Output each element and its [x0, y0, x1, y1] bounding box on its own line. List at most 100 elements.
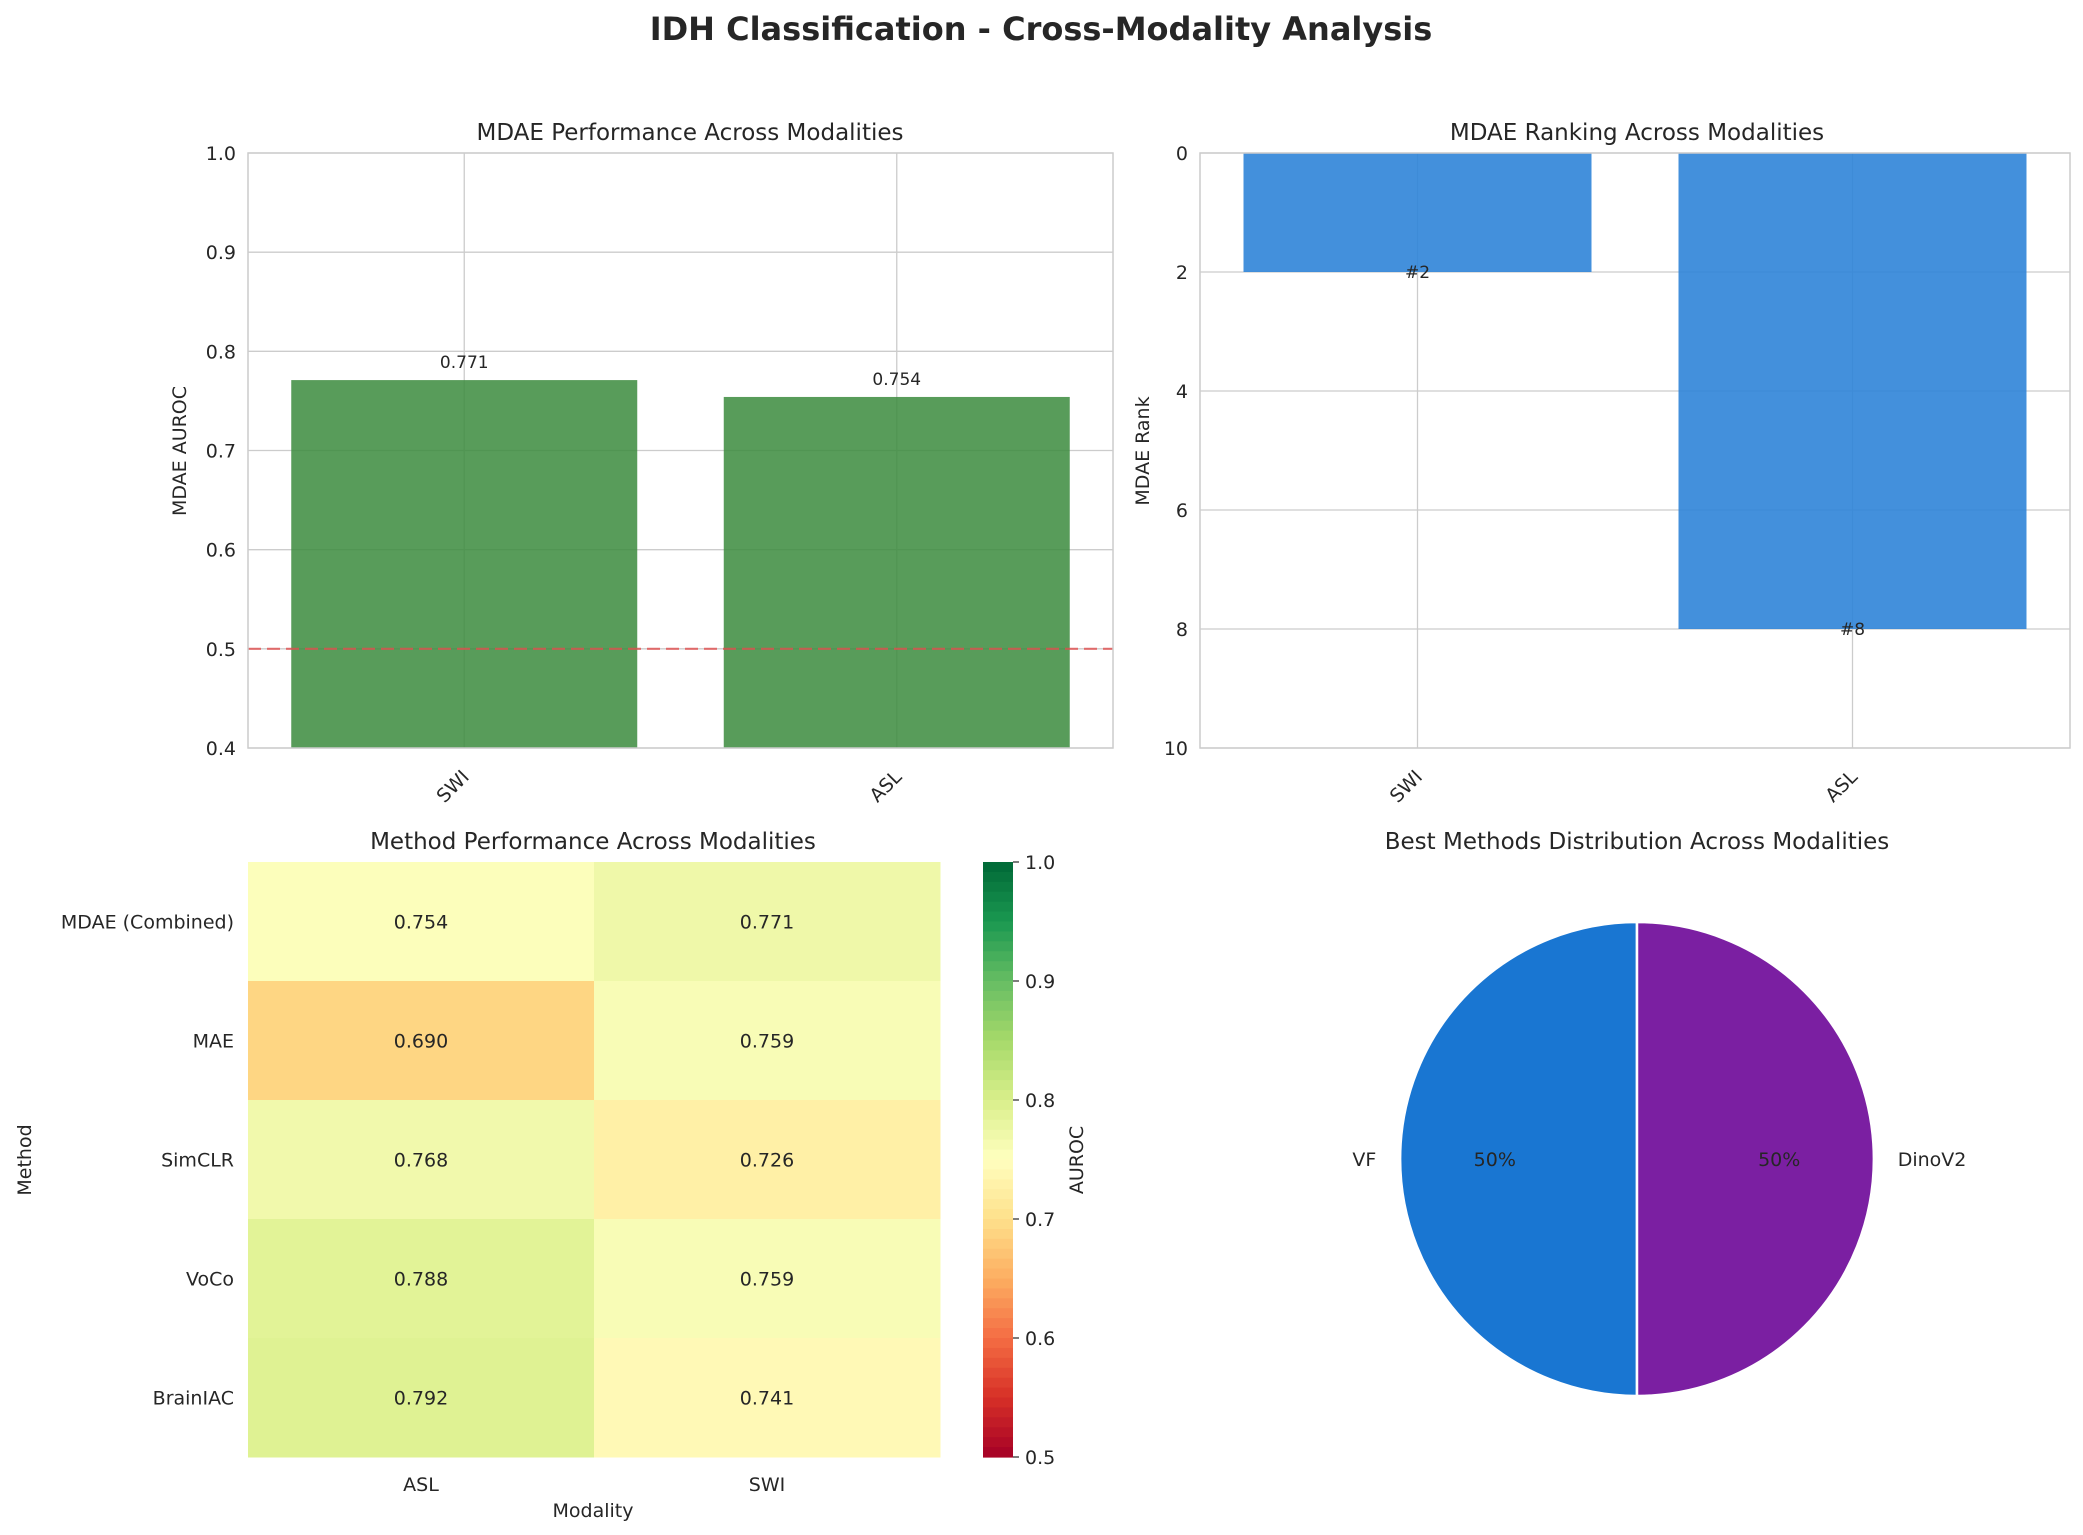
colorbar-segment	[983, 1040, 1013, 1052]
pie-slice	[1635, 920, 1876, 1398]
heatmap-cell	[248, 862, 595, 982]
colorbar-segment	[983, 941, 1013, 952]
y-tick-label: 8	[1176, 619, 1188, 641]
plot-frame	[1199, 152, 2071, 749]
heatmap-cell	[594, 1100, 941, 1220]
bar	[1678, 153, 2027, 629]
colorbar-segment	[983, 990, 1013, 1002]
panel-heatmap-ylabel: Method	[14, 1124, 36, 1195]
colorbar-label: AUROC	[1066, 1126, 1088, 1194]
colorbar-segment	[983, 961, 1013, 972]
colorbar-segment	[983, 1407, 1013, 1418]
colorbar-segment	[983, 1159, 1013, 1171]
colorbar-segment	[983, 1258, 1013, 1270]
heatmap-cell	[248, 1219, 595, 1339]
colorbar-segment	[983, 1179, 1013, 1190]
colorbar-segment	[983, 921, 1013, 933]
colorbar-segment	[983, 1119, 1013, 1131]
colorbar-segment	[983, 1318, 1013, 1329]
colorbar-segment	[983, 1109, 1013, 1121]
y-tick-label: 1.0	[206, 143, 236, 165]
heatmap-cell	[594, 1219, 941, 1339]
x-tick-label: ASL	[1821, 766, 1862, 807]
heatmap-cell	[594, 862, 941, 982]
heatmap-cell-label: 0.690	[394, 1031, 448, 1053]
colorbar-segment	[983, 981, 1013, 992]
colorbar-segment	[983, 1338, 1013, 1349]
colorbar-segment	[983, 1447, 1013, 1458]
y-tick-label: 0.6	[206, 540, 236, 562]
colorbar-segment	[983, 1367, 1013, 1379]
heatmap-cell	[248, 1338, 595, 1458]
y-tick-label: 0.7	[206, 441, 236, 463]
colorbar-segment	[983, 881, 1013, 893]
colorbar-segment	[983, 1169, 1013, 1180]
panel-auroc-bars: MDAE Performance Across Modalities MDAE …	[169, 120, 1114, 807]
colorbar-segment	[983, 951, 1013, 962]
bar-rank-label: #8	[1840, 620, 1865, 640]
y-tick-label: 4	[1176, 381, 1188, 403]
colorbar-segment	[983, 1298, 1013, 1309]
colorbar-segment	[983, 1238, 1013, 1250]
y-tick-label: 0.8	[206, 341, 236, 363]
colorbar-segment	[983, 1030, 1013, 1042]
colorbar-segment	[983, 1417, 1013, 1428]
panel-rank-ylabel: MDAE Rank	[1132, 396, 1154, 505]
colorbar-segment	[983, 1070, 1013, 1081]
heatmap-cell-label: 0.792	[394, 1388, 448, 1410]
colorbar-segment	[983, 1427, 1013, 1438]
bar	[723, 396, 1070, 748]
colorbar-tick-label: 0.8	[1025, 1090, 1055, 1112]
colorbar-segment	[983, 1268, 1013, 1280]
bar	[1243, 153, 1592, 272]
panel-rank-title: MDAE Ranking Across Modalities	[1450, 120, 1824, 146]
colorbar-segment	[983, 1347, 1013, 1359]
colorbar-segment	[983, 1437, 1013, 1448]
colorbar-segment	[983, 862, 1013, 873]
heatmap-row-label: BrainIAC	[153, 1388, 234, 1410]
colorbar-segment	[983, 1308, 1013, 1319]
y-tick-label: 0.5	[206, 639, 236, 661]
bar-value-label: 0.771	[440, 353, 489, 373]
heatmap-cell-label: 0.771	[740, 912, 794, 934]
heatmap-col-label: ASL	[403, 1474, 439, 1496]
pie-slice-label: DinoV2	[1898, 1149, 1967, 1171]
colorbar-tick-label: 1.0	[1025, 852, 1055, 874]
heatmap-cell	[594, 981, 941, 1101]
pie-slice-label: VF	[1352, 1149, 1376, 1171]
panel-rank-bars: MDAE Ranking Across Modalities MDAE Rank…	[1132, 120, 2071, 807]
plot-frame	[247, 152, 1114, 749]
colorbar-segment	[983, 1129, 1013, 1141]
heatmap-row-label: MAE	[193, 1031, 234, 1053]
colorbar-segment	[983, 1228, 1013, 1240]
heatmap-cell-label: 0.768	[394, 1150, 448, 1172]
heatmap-cell-label: 0.754	[394, 912, 448, 934]
colorbar-segment	[983, 901, 1013, 913]
heatmap-cell-label: 0.759	[740, 1269, 794, 1291]
colorbar-tick-label: 0.5	[1025, 1447, 1055, 1469]
heatmap-cell	[248, 1100, 595, 1220]
colorbar-segment	[983, 1209, 1013, 1220]
y-tick-label: 10	[1164, 738, 1188, 760]
panel-heatmap: Method Performance Across Modalities Mod…	[14, 829, 1088, 1522]
colorbar-segment	[983, 971, 1013, 982]
colorbar-segment	[983, 1149, 1013, 1161]
heatmap-row-label: VoCo	[186, 1269, 234, 1291]
panel-auroc-ylabel: MDAE AUROC	[169, 386, 191, 516]
heatmap-cell-label: 0.788	[394, 1269, 448, 1291]
heatmap-row-label: MDAE (Combined)	[61, 912, 234, 934]
colorbar-tick-label: 0.9	[1025, 971, 1055, 993]
heatmap-cell	[594, 1338, 941, 1458]
colorbar-segment	[983, 1139, 1013, 1151]
colorbar-segment	[983, 911, 1013, 923]
colorbar-segment	[983, 1278, 1013, 1290]
heatmap-cell	[248, 981, 595, 1101]
bar	[291, 380, 638, 748]
colorbar-segment	[983, 1010, 1013, 1022]
panel-auroc-title: MDAE Performance Across Modalities	[477, 120, 904, 146]
colorbar-tick-label: 0.7	[1025, 1209, 1055, 1231]
colorbar-segment	[983, 1328, 1013, 1339]
x-tick-label: SWI	[432, 766, 473, 807]
panel-heatmap-xlabel: Modality	[553, 1500, 634, 1522]
